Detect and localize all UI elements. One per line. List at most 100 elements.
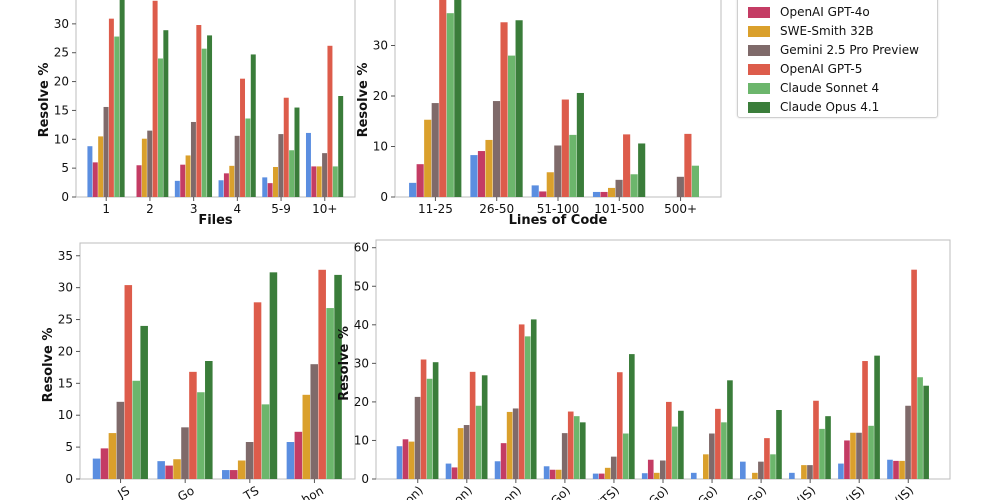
- bar: [338, 96, 344, 197]
- bar: [310, 364, 319, 479]
- bar: [616, 372, 623, 479]
- x-tick-label: (JS): [892, 483, 916, 500]
- bar: [326, 308, 334, 479]
- bar: [776, 409, 782, 479]
- bar: [87, 146, 93, 197]
- bar: [174, 180, 180, 197]
- bar: [607, 187, 616, 197]
- y-tick-label: 5: [65, 440, 73, 454]
- bar: [147, 130, 153, 197]
- bar: [887, 459, 893, 479]
- y-tick-label: 30: [354, 356, 369, 370]
- bar: [666, 401, 672, 479]
- bar: [494, 461, 501, 479]
- bar: [446, 13, 454, 198]
- bar: [420, 359, 427, 479]
- legend-label: OpenAI GPT-4o: [780, 5, 870, 19]
- bar: [764, 438, 770, 479]
- bar: [703, 454, 709, 479]
- chart-repo-language: 0 10 20 30 40 50 60 Resolve % hon) hon) hon) (Go) (T…: [337, 239, 951, 504]
- bar: [856, 432, 862, 479]
- legend-swatch: [748, 63, 770, 75]
- bar: [108, 433, 117, 479]
- legend-label: SWE-Smith 32B: [780, 24, 874, 38]
- bar: [825, 416, 831, 479]
- bar: [610, 456, 617, 479]
- bar: [475, 405, 482, 479]
- bar: [721, 422, 727, 479]
- bar: [518, 324, 525, 479]
- bar: [140, 325, 148, 479]
- x-tick-label: 2: [146, 202, 154, 216]
- bar: [546, 172, 554, 197]
- bar: [530, 319, 537, 479]
- bar: [569, 134, 577, 197]
- legend-item-gpt4o: OpenAI GPT-4o: [748, 4, 870, 20]
- bar: [294, 431, 303, 479]
- bar: [250, 54, 256, 198]
- bar: [531, 185, 539, 197]
- bar: [838, 463, 844, 479]
- bar: [579, 422, 586, 479]
- bar: [573, 416, 580, 479]
- bar: [653, 472, 660, 479]
- bar: [549, 469, 556, 479]
- x-axis-label: Lines of Code: [509, 213, 608, 228]
- bar: [506, 411, 513, 479]
- bar: [261, 404, 270, 479]
- bar: [567, 411, 574, 479]
- y-tick-label: 10: [54, 132, 69, 146]
- bar: [727, 380, 733, 479]
- legend-item-sonnet4: Claude Sonnet 4: [748, 80, 879, 96]
- bar: [515, 20, 523, 197]
- bar: [269, 272, 278, 479]
- bar: [302, 394, 311, 479]
- bar: [267, 183, 273, 197]
- bar: [807, 465, 813, 479]
- bar: [905, 405, 911, 479]
- bar: [555, 469, 562, 479]
- y-tick-label: 10: [373, 140, 388, 154]
- y-tick-label: 20: [54, 75, 69, 89]
- legend-swatch: [748, 6, 770, 18]
- y-tick-label: 15: [58, 376, 73, 390]
- legend-label: Claude Sonnet 4: [780, 81, 880, 95]
- x-tick-label: 10+: [312, 202, 337, 216]
- bar: [715, 408, 721, 479]
- bar: [469, 371, 476, 479]
- bar: [576, 92, 584, 197]
- bar: [659, 460, 666, 479]
- bar: [163, 30, 169, 197]
- bar: [463, 425, 470, 479]
- y-axis-label: Resolve %: [41, 328, 56, 403]
- bar: [229, 470, 238, 479]
- bar: [477, 151, 486, 197]
- bar: [431, 103, 439, 197]
- bar: [119, 0, 125, 197]
- legend-swatch: [748, 44, 770, 56]
- legend-swatch: [748, 101, 770, 113]
- bar: [770, 454, 776, 479]
- bar: [470, 155, 478, 197]
- bar: [647, 459, 654, 479]
- x-tick-label: (TS): [595, 483, 622, 500]
- x-tick-label: (JS): [794, 483, 818, 500]
- x-tick-label: 500+: [664, 202, 697, 216]
- bar: [240, 78, 246, 197]
- bar: [678, 410, 684, 479]
- bar: [116, 401, 125, 479]
- bar: [197, 392, 205, 479]
- bar: [684, 133, 692, 197]
- bar: [218, 180, 224, 197]
- x-tick-label: (JS): [843, 483, 867, 500]
- x-tick-label: hon): [446, 483, 475, 500]
- bar: [92, 162, 98, 197]
- bar: [196, 25, 202, 197]
- bar: [592, 191, 601, 197]
- y-tick-label: 25: [58, 313, 73, 327]
- bar: [100, 448, 109, 479]
- x-tick-label: 11-25: [418, 202, 453, 216]
- y-tick-label: 10: [58, 408, 73, 422]
